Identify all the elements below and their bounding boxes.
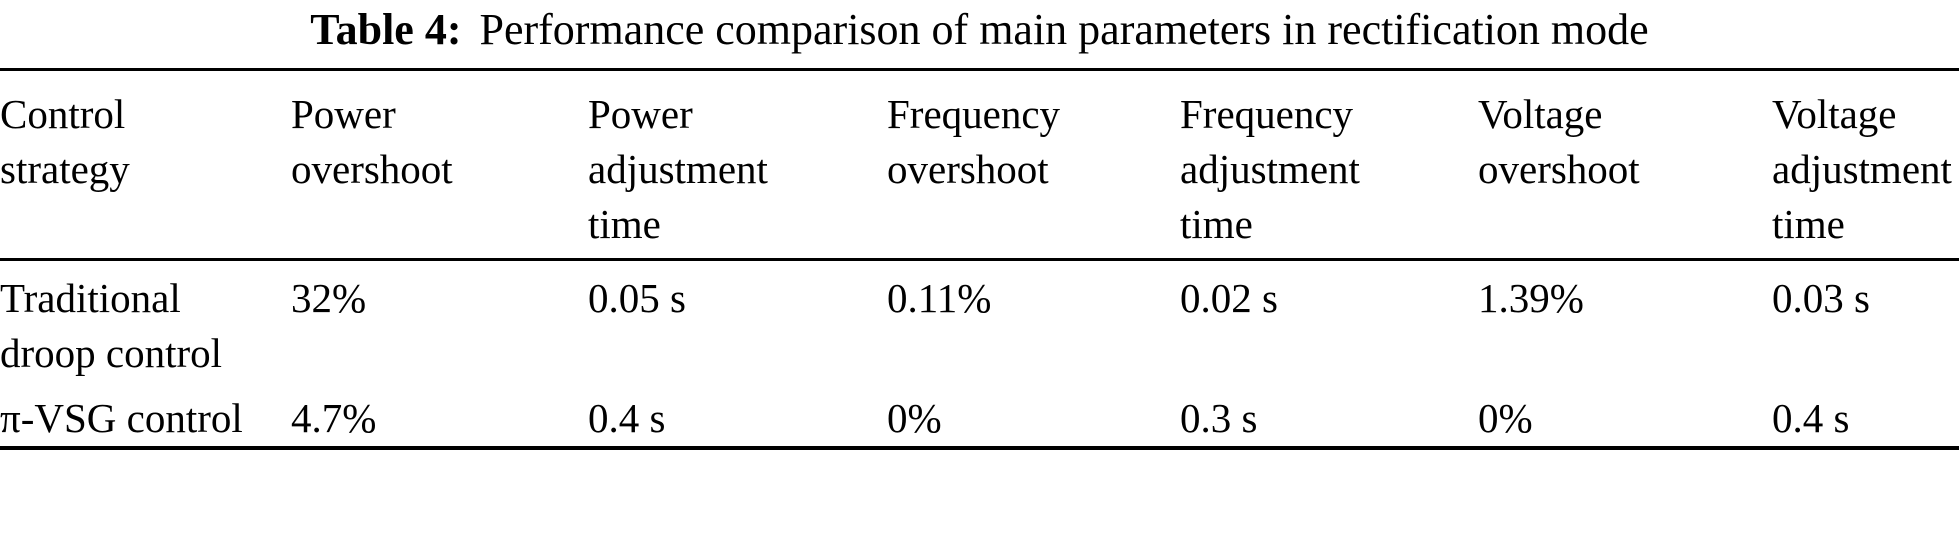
cell-voltage-overshoot: 1.39% (1478, 275, 1584, 321)
table-header-row: Control strategy Power overshoot Power a… (0, 69, 1959, 261)
table-caption-label: Table 4: (310, 5, 462, 54)
cell-voltage-overshoot: 0% (1478, 395, 1533, 441)
cell-power-adjustment-time: 0.05 s (588, 275, 686, 321)
cell-voltage-adjustment-time: 0.03 s (1772, 275, 1870, 321)
cell-voltage-adjustment-time: 0.4 s (1772, 395, 1850, 441)
cell-power-adjustment-time: 0.4 s (588, 395, 666, 441)
col-header-voltage-adjustment-time: Voltage adjustment time (1772, 69, 1959, 261)
cell-strategy-pi-vsg: π-VSG control (0, 395, 243, 441)
table-caption: Table 4: Performance comparison of main p… (0, 2, 1959, 58)
table-caption-text: Performance comparison of main parameter… (479, 5, 1649, 54)
col-header-voltage-overshoot: Voltage overshoot (1478, 69, 1772, 261)
cell-frequency-overshoot: 0.11% (887, 275, 992, 321)
col-header-frequency-overshoot: Frequency overshoot (887, 69, 1180, 261)
cell-power-overshoot: 4.7% (291, 395, 377, 441)
cell-frequency-adjustment-time: 0.3 s (1180, 395, 1258, 441)
cell-power-overshoot: 32% (291, 275, 367, 321)
table-row-pi-vsg: π-VSG control 4.7% 0.4 s 0% 0.3 s 0% 0.4… (0, 381, 1959, 448)
table-row-traditional-droop: Traditional droop control 32% 0.05 s 0.1… (0, 260, 1959, 382)
cell-frequency-overshoot: 0% (887, 395, 942, 441)
col-header-frequency-adjustment-time: Frequency adjustment time (1180, 69, 1478, 261)
cell-strategy-traditional-droop: Traditional droop control (0, 275, 223, 376)
col-header-power-overshoot: Power overshoot (291, 69, 588, 261)
table-figure: Table 4: Performance comparison of main p… (0, 2, 1959, 450)
col-header-control-strategy: Control strategy (0, 69, 291, 261)
cell-frequency-adjustment-time: 0.02 s (1180, 275, 1278, 321)
col-header-power-adjustment-time: Power adjustment time (588, 69, 887, 261)
performance-comparison-table: Control strategy Power overshoot Power a… (0, 68, 1959, 450)
